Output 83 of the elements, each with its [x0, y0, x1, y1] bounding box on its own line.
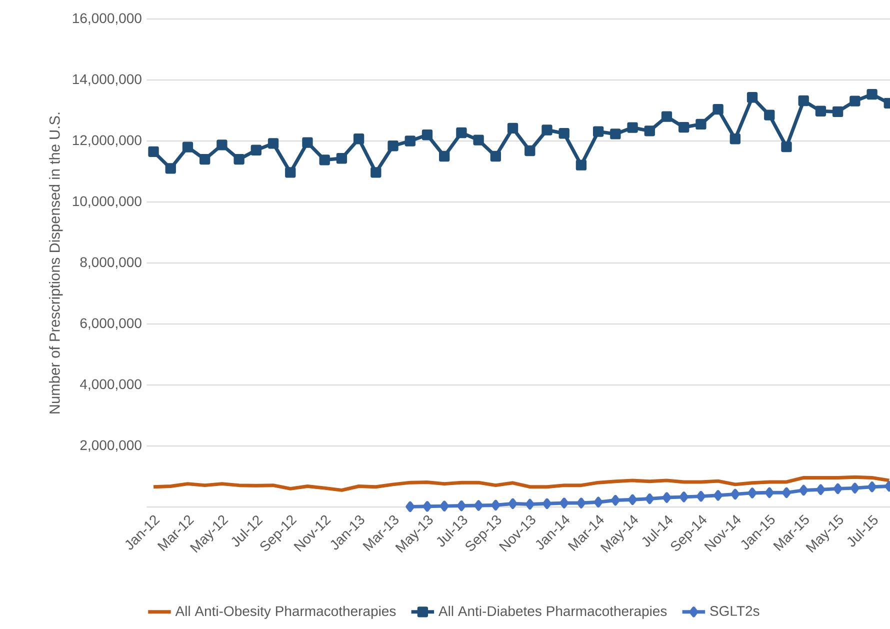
point: [525, 498, 534, 510]
point: [679, 492, 688, 502]
legend-label: All Anti-Diabetes Pharmacotherapies: [438, 606, 667, 619]
y-axis-title: Number of Prescriptions Dispensed in the U.S.: [49, 112, 63, 414]
y-tick-label: 10,000,000: [72, 196, 142, 208]
point: [542, 498, 552, 509]
point: [148, 146, 159, 158]
point: [388, 140, 398, 152]
y-tick-label: 8,000,000: [80, 257, 142, 269]
point: [508, 498, 518, 509]
point: [764, 110, 775, 120]
point: [422, 130, 433, 140]
point: [560, 498, 569, 508]
point: [250, 144, 262, 156]
point: [302, 137, 313, 148]
point: [456, 127, 467, 138]
point: [730, 134, 741, 144]
point: [832, 106, 844, 118]
point: [507, 122, 518, 134]
point: [422, 501, 432, 512]
point: [440, 500, 449, 512]
point: [850, 482, 860, 494]
point: [798, 95, 809, 106]
point: [748, 488, 757, 498]
point: [610, 494, 620, 506]
point: [165, 163, 176, 174]
point: [490, 150, 501, 162]
y-tick-label: 2,000,000: [80, 440, 142, 452]
point: [268, 138, 279, 149]
point: [216, 140, 228, 150]
point: [576, 160, 587, 170]
point: [558, 128, 570, 139]
point: [594, 496, 603, 508]
y-tick-label: 16,000,000: [72, 13, 142, 25]
point: [764, 487, 774, 498]
point: [662, 492, 672, 503]
point: [474, 500, 483, 511]
legend-label: All Anti-Obesity Pharmacotherapies: [175, 606, 396, 619]
point: [319, 154, 330, 166]
point: [712, 104, 724, 115]
point: [714, 490, 722, 501]
point: [200, 154, 210, 165]
point: [473, 134, 484, 146]
y-tick-label: 14,000,000: [72, 74, 142, 86]
point: [592, 126, 604, 137]
legend-label: SGLT2s: [710, 606, 760, 616]
point: [404, 136, 416, 146]
y-tick-label: 4,000,000: [80, 379, 142, 391]
point: [336, 153, 348, 164]
point: [234, 154, 244, 165]
point: [782, 487, 791, 498]
point: [799, 484, 808, 496]
point: [833, 483, 842, 494]
point: [678, 122, 690, 133]
point: [370, 167, 382, 178]
point: [524, 145, 536, 156]
point: [406, 501, 415, 512]
point: [730, 488, 740, 500]
point: [644, 126, 655, 136]
point: [645, 493, 654, 504]
point: [781, 141, 792, 152]
point: [353, 134, 364, 144]
point: [746, 92, 758, 103]
point: [457, 500, 466, 512]
point: [439, 150, 450, 162]
point: [696, 118, 706, 130]
point: [627, 122, 638, 133]
point: [285, 167, 296, 178]
point: [661, 111, 672, 122]
point: [628, 494, 637, 505]
point: [850, 96, 860, 106]
point: [182, 142, 194, 152]
y-tick-label: 6,000,000: [80, 318, 142, 330]
point: [866, 88, 878, 100]
point: [576, 498, 586, 508]
y-tick-label: 12,000,000: [72, 135, 142, 147]
point: [816, 484, 826, 495]
point: [868, 482, 876, 492]
point: [542, 124, 552, 136]
point: [610, 128, 621, 140]
point: [815, 106, 826, 116]
point: [696, 490, 706, 502]
point: [491, 500, 500, 510]
